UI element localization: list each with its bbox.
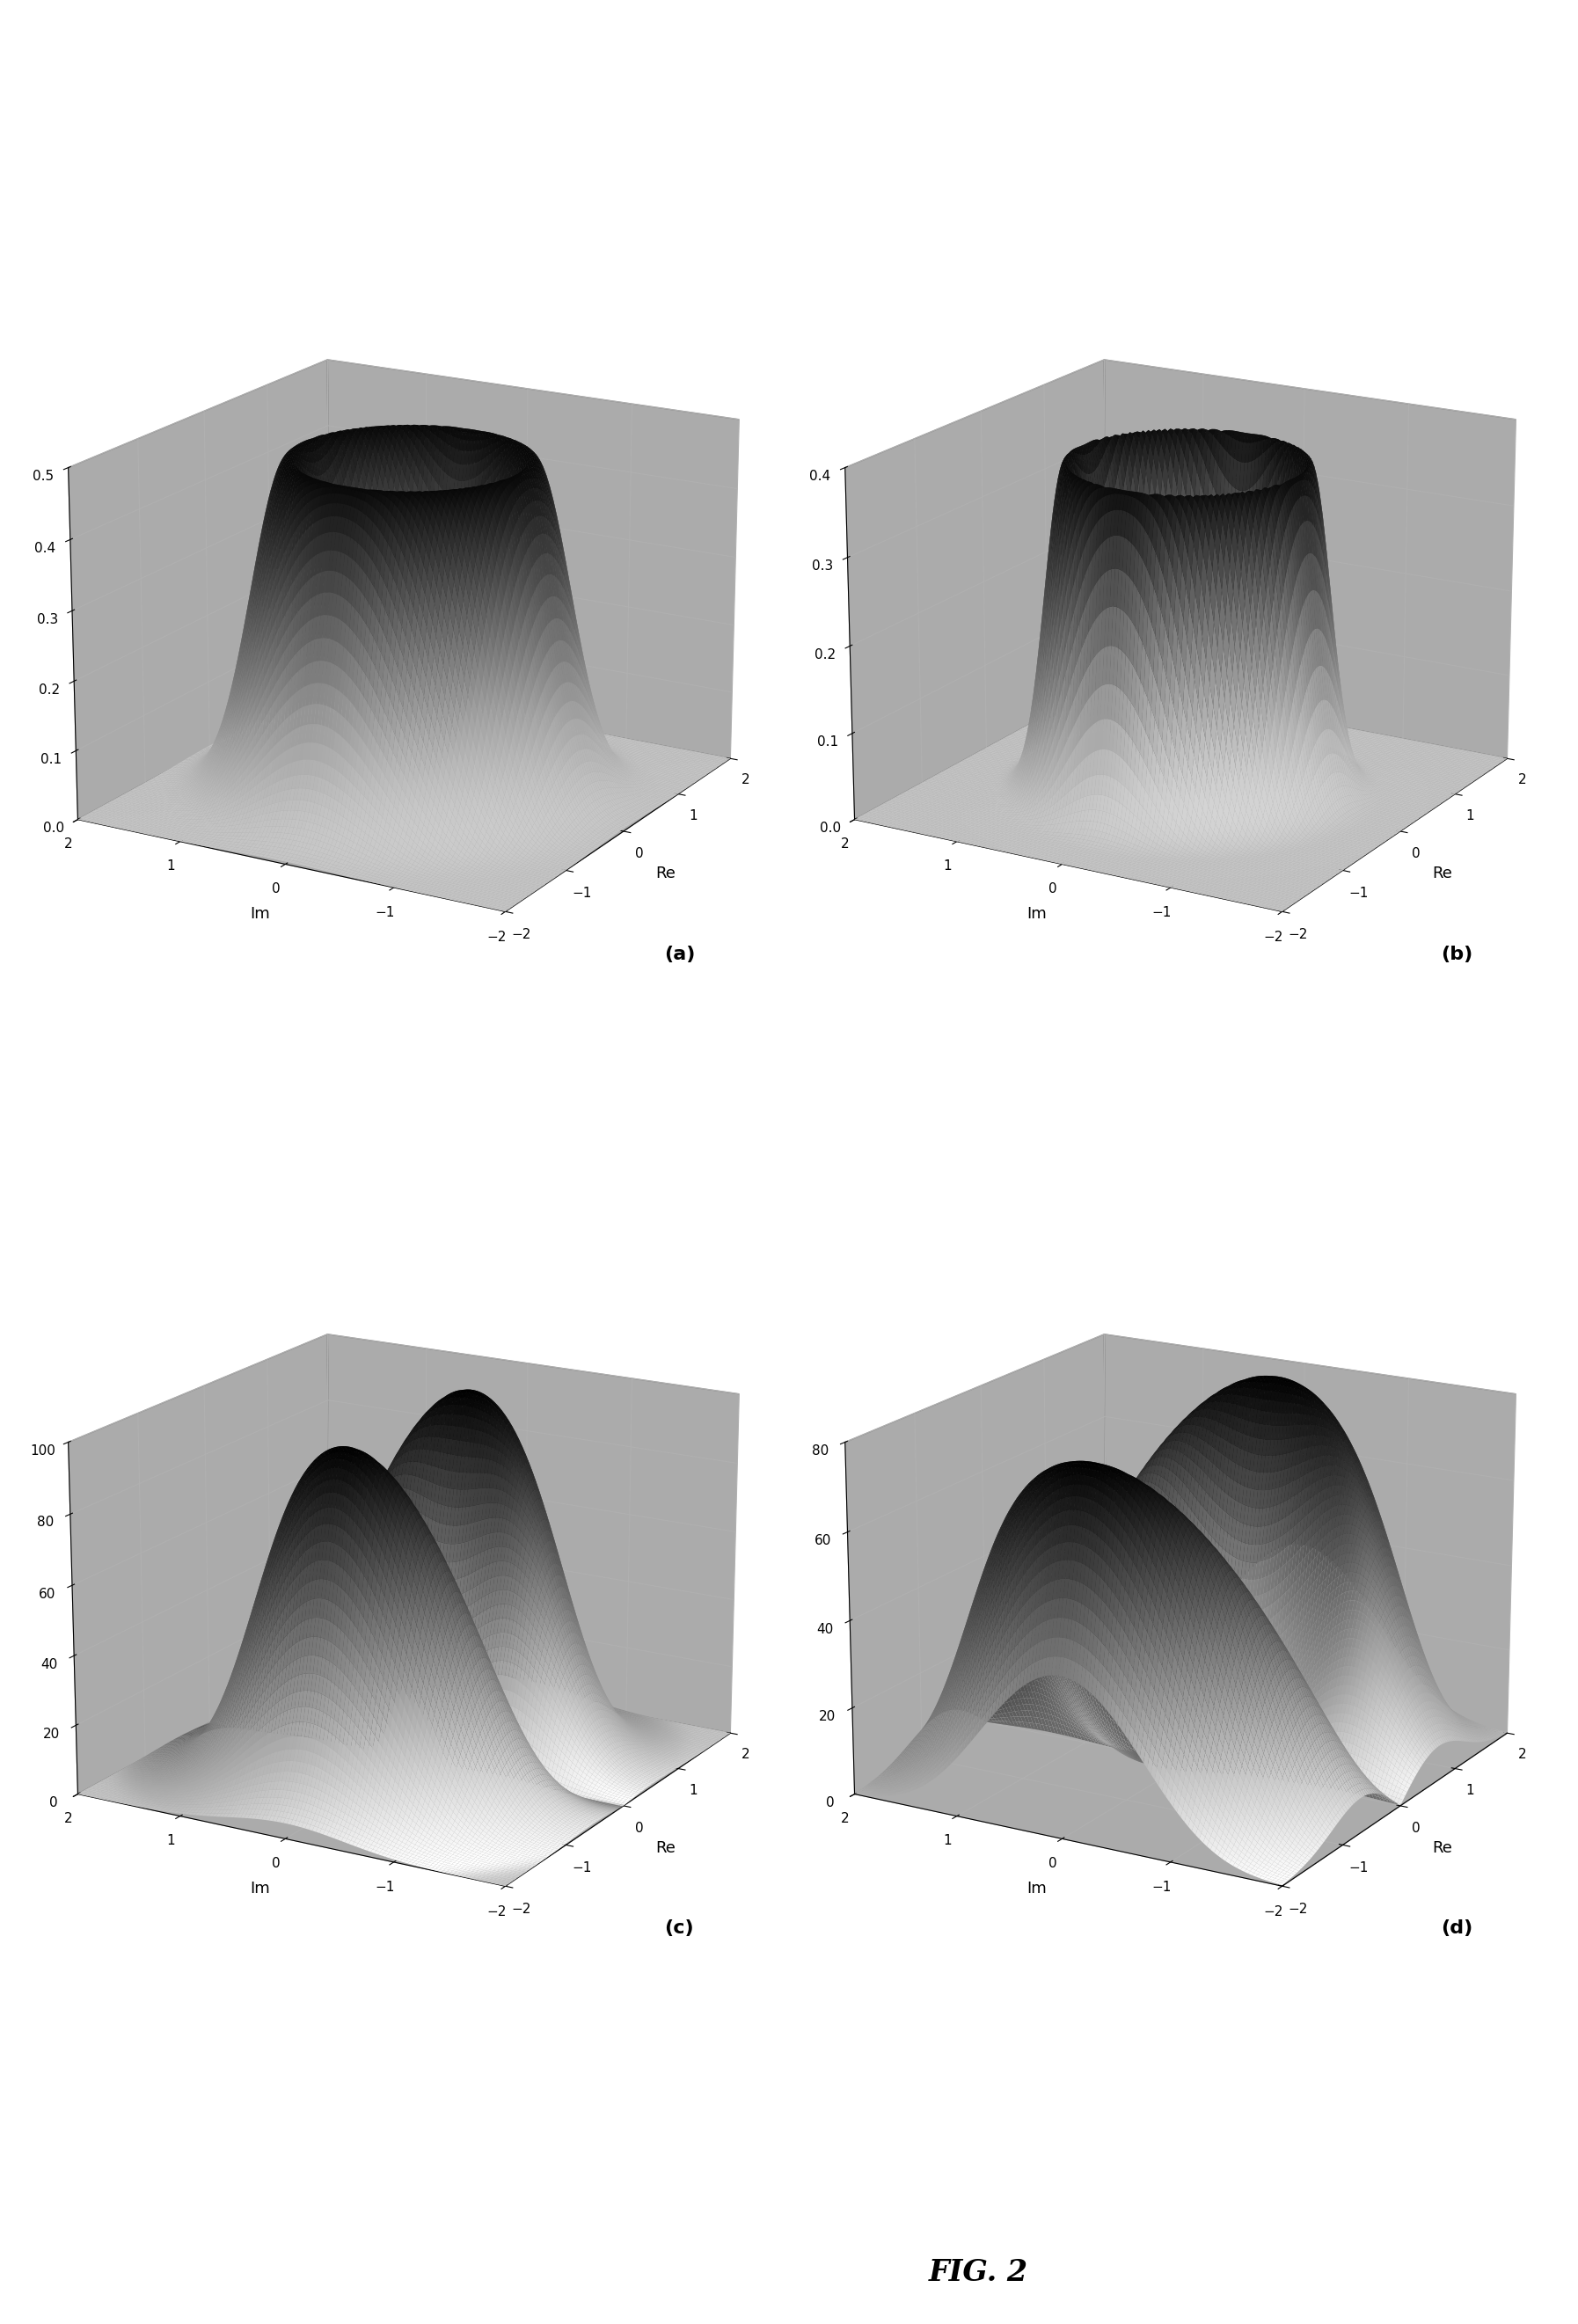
Text: (d): (d) xyxy=(1441,1920,1472,1938)
Y-axis label: Im: Im xyxy=(249,1880,270,1896)
Text: (c): (c) xyxy=(664,1920,693,1938)
X-axis label: Re: Re xyxy=(1433,1841,1452,1855)
X-axis label: Re: Re xyxy=(1433,865,1452,881)
X-axis label: Re: Re xyxy=(655,865,675,881)
X-axis label: Re: Re xyxy=(655,1841,675,1855)
Text: FIG. 2: FIG. 2 xyxy=(928,2259,1029,2287)
Text: (a): (a) xyxy=(664,946,694,962)
Y-axis label: Im: Im xyxy=(1027,1880,1046,1896)
Text: (b): (b) xyxy=(1441,946,1472,962)
Y-axis label: Im: Im xyxy=(1027,906,1046,923)
Y-axis label: Im: Im xyxy=(249,906,270,923)
